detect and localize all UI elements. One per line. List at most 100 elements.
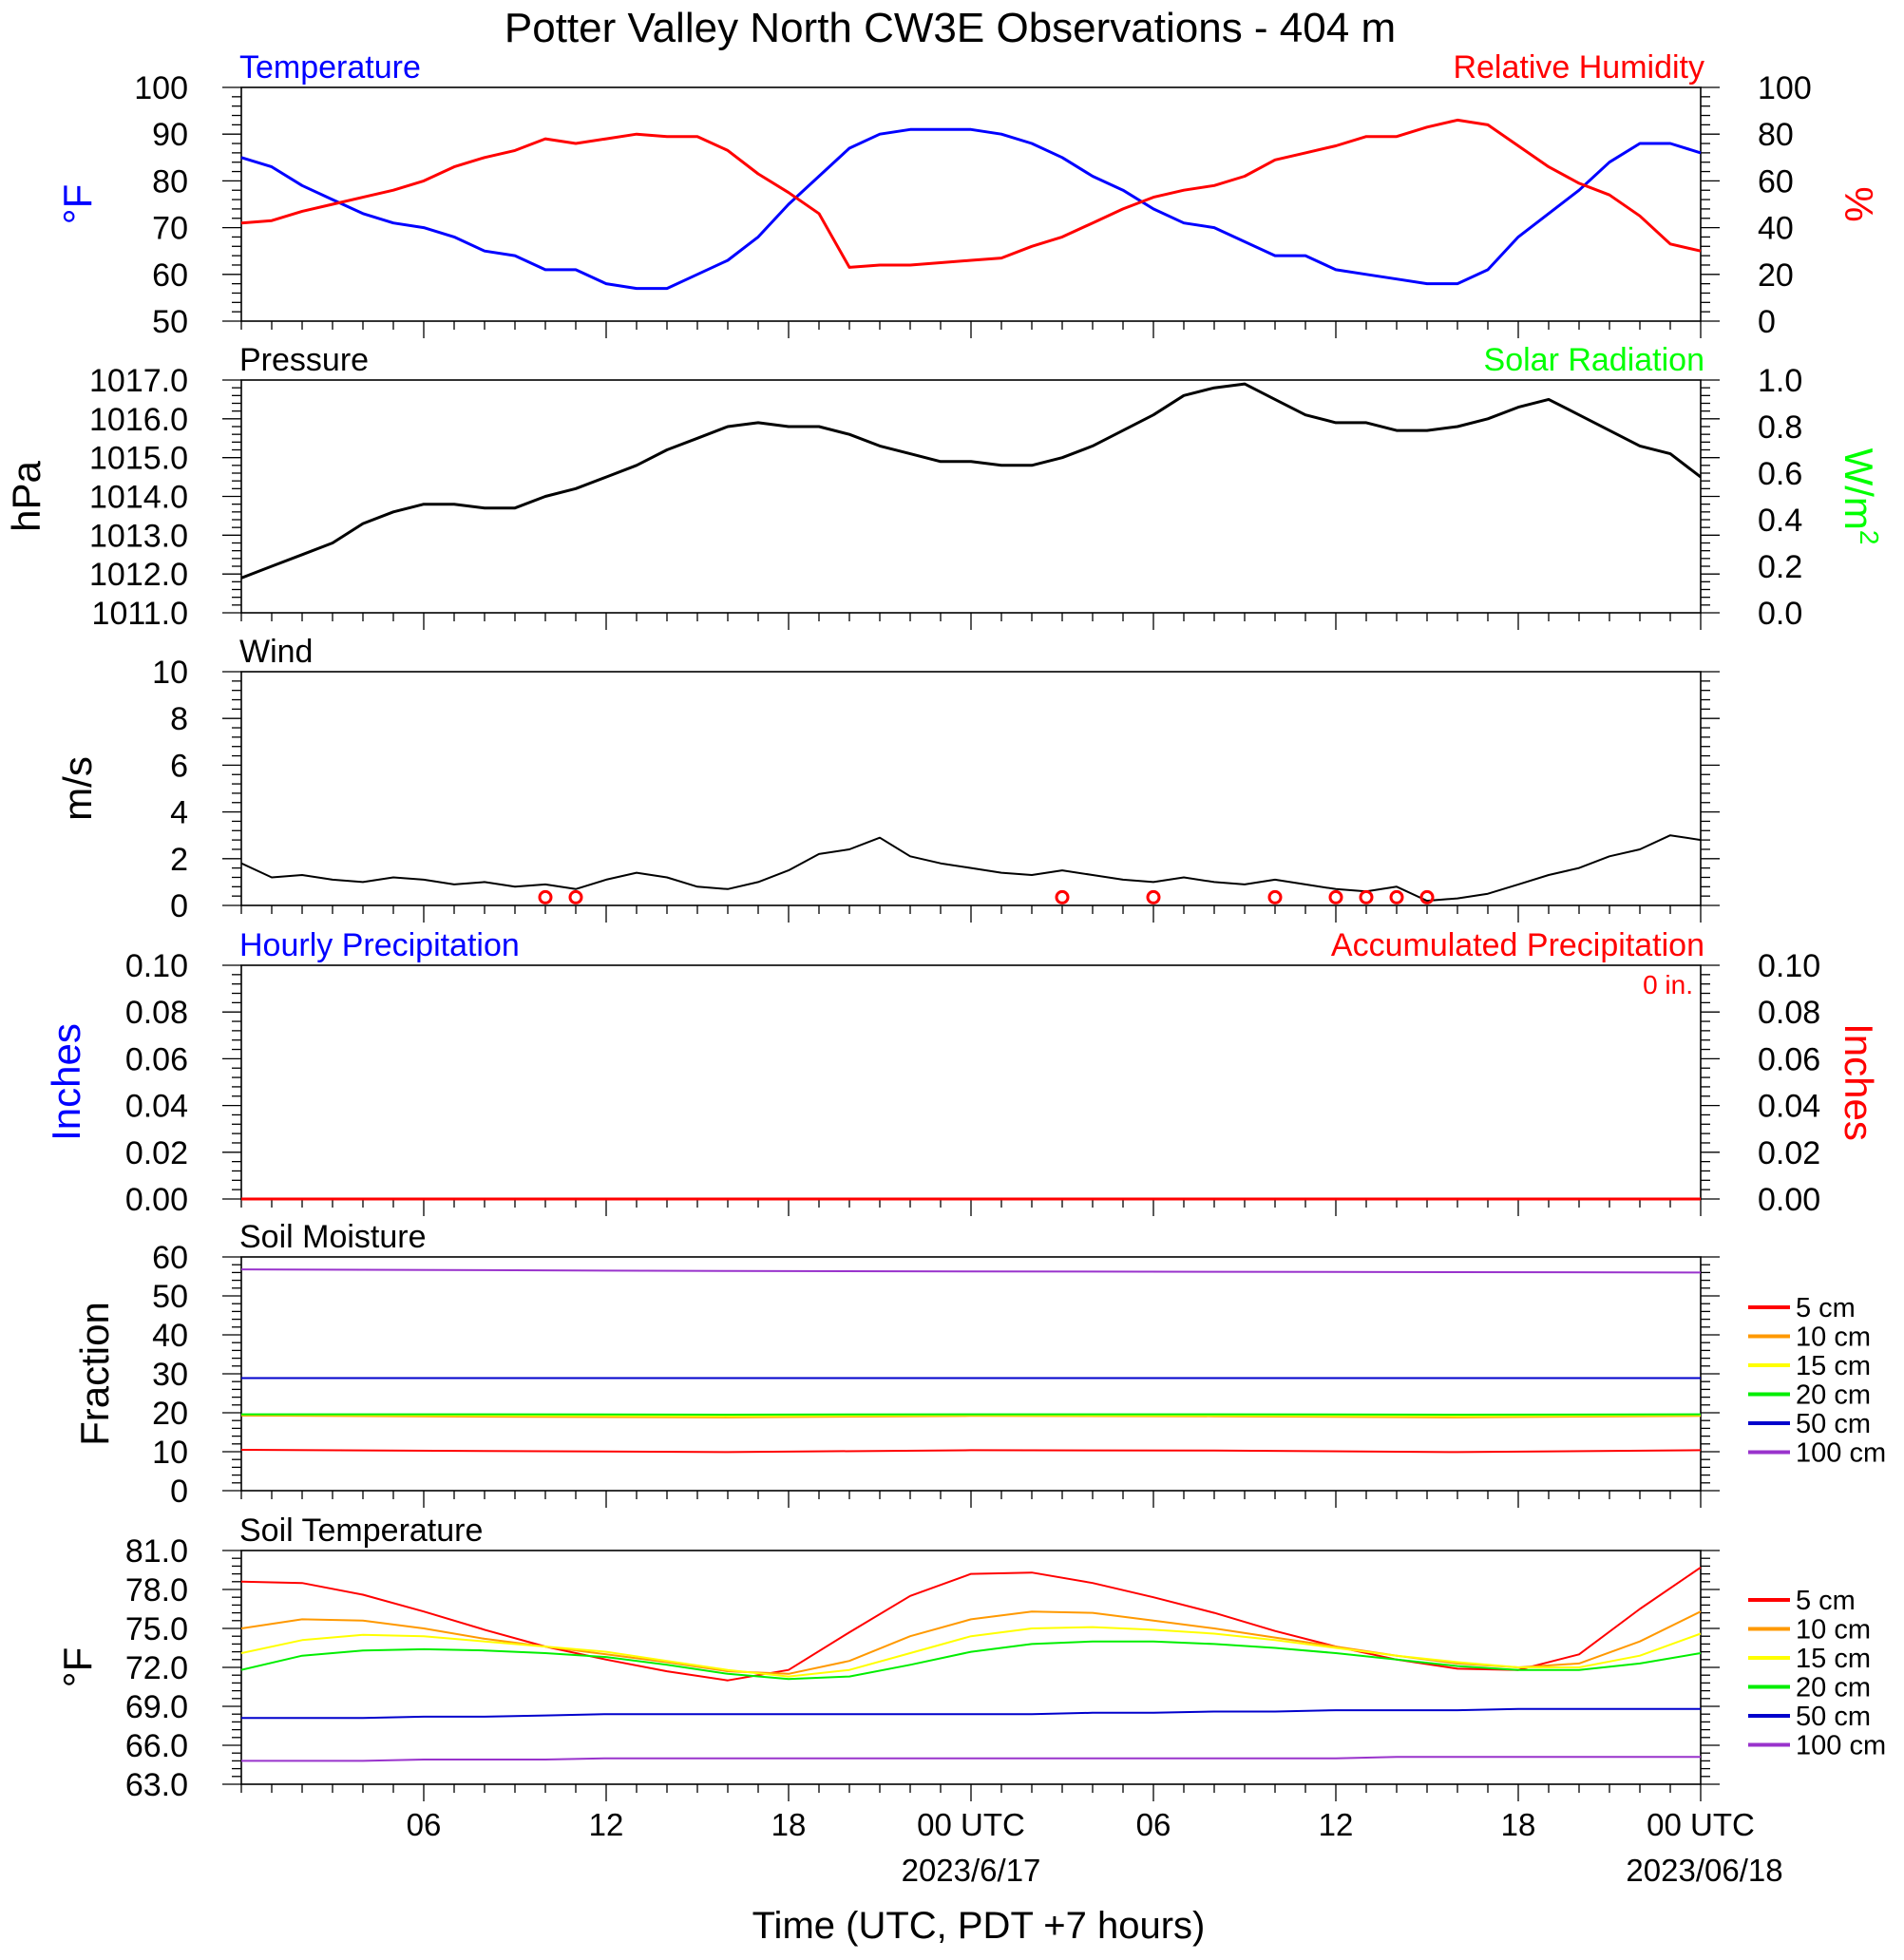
y-tick-label-right: 0.10 <box>1758 948 1820 984</box>
y-tick-label-right: 0.04 <box>1758 1089 1820 1125</box>
panel-title-left: Soil Temperature <box>239 1513 483 1549</box>
legend-label: 20 cm <box>1796 1380 1871 1411</box>
y-tick-label-left: 1016.0 <box>89 402 188 438</box>
panel-title-left: Temperature <box>239 49 421 86</box>
panel-title-left: Hourly Precipitation <box>239 927 520 963</box>
y-tick-label-left: 0.02 <box>125 1135 188 1171</box>
x-tick-label: 06 <box>1136 1807 1171 1842</box>
x-date-label: 2023/6/17 <box>902 1853 1041 1888</box>
y-tick-label-left: 0.04 <box>125 1089 188 1125</box>
y-tick-label-right: 100 <box>1758 70 1812 106</box>
y-tick-label-right: 60 <box>1758 163 1794 200</box>
y-tick-label-left: 1015.0 <box>89 441 188 477</box>
panel-title-left: Wind <box>239 634 313 670</box>
y-tick-label-right: 0.4 <box>1758 503 1802 539</box>
y-tick-label-right: 0.08 <box>1758 995 1820 1031</box>
y-tick-label-left: 2 <box>170 842 188 878</box>
y-axis-label-left: Inches <box>44 1023 88 1141</box>
unit-main: W/m <box>1837 448 1881 530</box>
y-tick-label-left: 72.0 <box>125 1650 188 1686</box>
y-tick-label-left: 1012.0 <box>89 557 188 593</box>
y-tick-label-left: 0.06 <box>125 1041 188 1077</box>
legend-label: 15 cm <box>1796 1351 1871 1381</box>
panel-title-left: Pressure <box>239 342 369 378</box>
y-tick-label-left: 0.00 <box>125 1182 188 1218</box>
y-tick-label-left: 1014.0 <box>89 480 188 516</box>
y-tick-label-left: 100 <box>134 70 188 106</box>
y-tick-label-right: 0.2 <box>1758 549 1802 585</box>
x-tick-label: 06 <box>407 1807 442 1842</box>
y-tick-label-left: 30 <box>152 1357 188 1393</box>
y-tick-label-left: 10 <box>152 655 188 691</box>
y-tick-label-left: 66.0 <box>125 1728 188 1764</box>
panel-title-left: Soil Moisture <box>239 1219 427 1255</box>
panel-title-right: Accumulated Precipitation <box>1331 927 1704 963</box>
y-tick-label-left: 4 <box>170 795 188 831</box>
y-tick-label-right: 0.00 <box>1758 1182 1820 1218</box>
y-axis-label-left: m/s <box>55 756 100 821</box>
y-axis-label-left: °F <box>55 1647 100 1687</box>
y-tick-label-left: 78.0 <box>125 1572 188 1608</box>
legend-label: 10 cm <box>1796 1615 1871 1646</box>
y-tick-label-left: 0.08 <box>125 995 188 1031</box>
y-tick-label-right: 20 <box>1758 257 1794 294</box>
y-tick-label-left: 75.0 <box>125 1611 188 1647</box>
y-tick-label-right: 40 <box>1758 211 1794 247</box>
y-tick-label-left: 20 <box>152 1396 188 1432</box>
panel-title-right: Solar Radiation <box>1484 342 1704 378</box>
y-tick-label-left: 70 <box>152 211 188 247</box>
y-tick-label-left: 0 <box>170 1474 188 1510</box>
panel-title-right: Relative Humidity <box>1453 49 1704 86</box>
legend-label: 10 cm <box>1796 1323 1871 1353</box>
y-tick-label-right: 0.02 <box>1758 1135 1820 1171</box>
y-tick-label-left: 60 <box>152 257 188 294</box>
legend-label: 50 cm <box>1796 1702 1871 1732</box>
unit-superscript: 2 <box>1855 530 1884 545</box>
legend-label: 15 cm <box>1796 1644 1871 1674</box>
y-tick-label-left: 63.0 <box>125 1767 188 1803</box>
y-tick-label-left: 69.0 <box>125 1689 188 1725</box>
legend-label: 100 cm <box>1796 1731 1886 1761</box>
legend-label: 5 cm <box>1796 1293 1856 1323</box>
y-tick-label-left: 0 <box>170 888 188 924</box>
legend-label: 100 cm <box>1796 1438 1886 1469</box>
chart-title: Potter Valley North CW3E Observations - … <box>505 5 1396 51</box>
y-axis-label-right: Inches <box>1837 1023 1881 1141</box>
y-axis-label-left: Fraction <box>72 1302 117 1446</box>
y-tick-label-left: 60 <box>152 1240 188 1276</box>
y-tick-label-left: 81.0 <box>125 1533 188 1570</box>
y-axis-label-right: % <box>1837 186 1881 221</box>
y-tick-label-left: 50 <box>152 304 188 340</box>
y-tick-label-left: 1011.0 <box>92 596 188 632</box>
legend-label: 5 cm <box>1796 1586 1856 1616</box>
x-tick-label: 00 UTC <box>1647 1807 1755 1842</box>
x-tick-label: 12 <box>589 1807 624 1842</box>
y-tick-label-right: 0.8 <box>1758 409 1802 446</box>
y-tick-label-left: 10 <box>152 1435 188 1471</box>
legend-label: 20 cm <box>1796 1673 1871 1703</box>
y-tick-label-right: 1.0 <box>1758 363 1802 399</box>
y-axis-label-left: hPa <box>4 460 48 531</box>
y-tick-label-left: 1013.0 <box>89 518 188 554</box>
y-tick-label-left: 80 <box>152 163 188 200</box>
y-tick-label-left: 8 <box>170 701 188 737</box>
y-tick-label-right: 0 <box>1758 304 1776 340</box>
y-tick-label-left: 40 <box>152 1318 188 1354</box>
x-tick-label: 00 UTC <box>917 1807 1025 1842</box>
y-tick-label-left: 90 <box>152 117 188 153</box>
y-axis-label-left: °F <box>55 184 100 224</box>
y-tick-label-left: 0.10 <box>125 948 188 984</box>
y-tick-label-right: 0.0 <box>1758 596 1802 632</box>
y-tick-label-right: 0.06 <box>1758 1041 1820 1077</box>
y-tick-label-left: 6 <box>170 748 188 784</box>
x-date-label: 2023/06/18 <box>1626 1853 1782 1888</box>
y-tick-label-left: 1017.0 <box>89 363 188 399</box>
x-axis-title: Time (UTC, PDT +7 hours) <box>752 1905 1206 1947</box>
x-tick-label: 12 <box>1319 1807 1354 1842</box>
x-tick-label: 18 <box>771 1807 807 1842</box>
y-tick-label-right: 80 <box>1758 117 1794 153</box>
accumulated-total-label: 0 in. <box>1643 970 1693 999</box>
x-tick-label: 18 <box>1501 1807 1536 1842</box>
